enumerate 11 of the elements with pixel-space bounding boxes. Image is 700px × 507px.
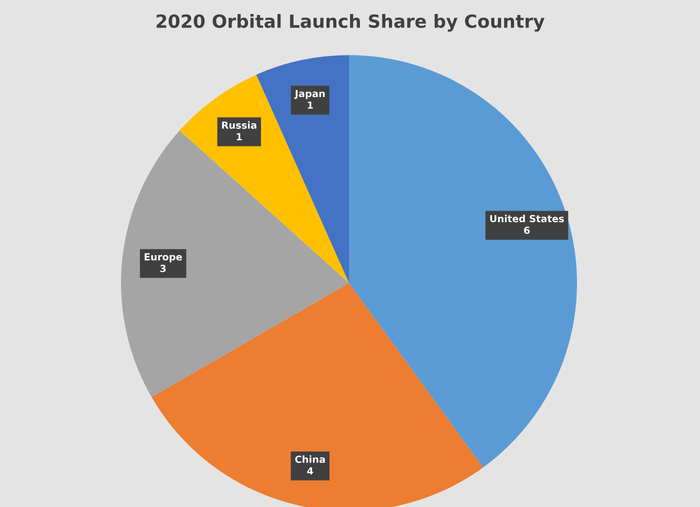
data-label: 1 <box>236 133 242 140</box>
data-label: 1 <box>308 102 313 109</box>
slice-label: United States <box>490 214 564 222</box>
slice-label: China <box>295 455 325 463</box>
chart-title: 2020 Orbital Launch Share by Country <box>156 14 544 32</box>
data-label: 3 <box>160 264 166 272</box>
slice-label: Europe <box>144 253 182 262</box>
data-label: 4 <box>307 467 314 474</box>
data-label: 6 <box>524 226 530 234</box>
slice-label: Japan <box>294 90 325 100</box>
slice-label: Russia <box>222 121 256 129</box>
